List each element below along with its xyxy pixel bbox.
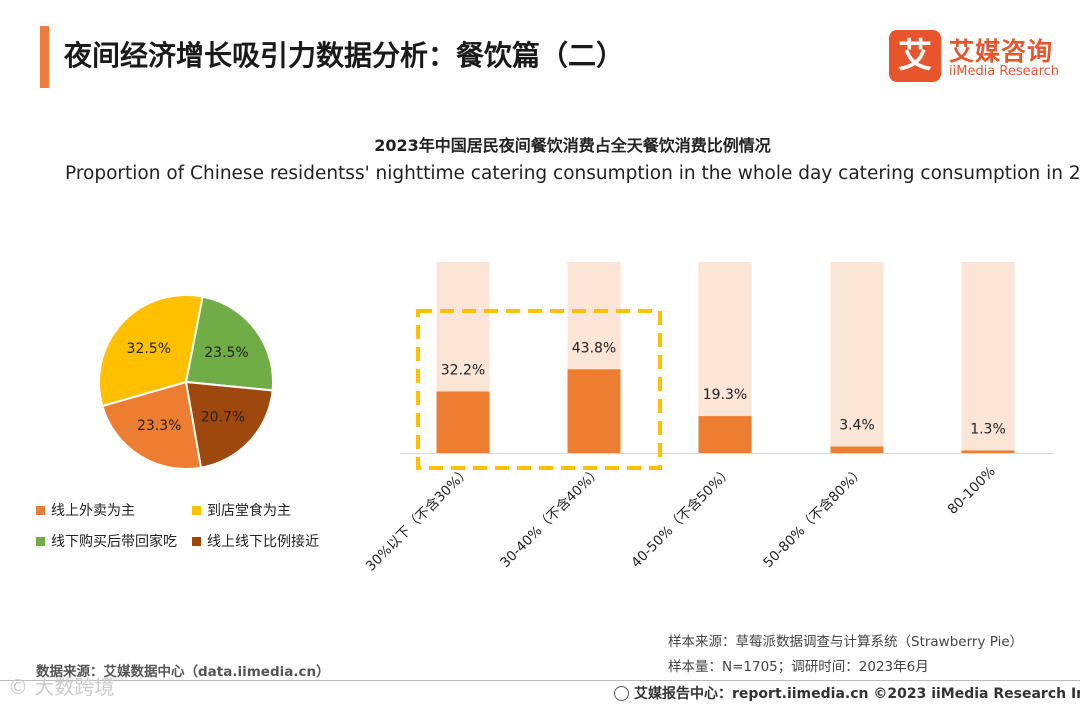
pie-slice [101,380,203,470]
sample-size-note: 样本量：N=1705；调研时间：2023年6月 [668,659,929,675]
legend-swatch [192,536,201,546]
bar [567,369,621,453]
legend-item: 线上外卖为主 [36,500,135,520]
pie-slice [184,380,274,469]
legend-item: 到店堂食为主 [192,500,291,520]
x-tick-label: 30%以下（不含30%） [363,464,474,575]
bar-data-label: 3.4% [839,418,875,434]
title-accent-bar [40,26,49,88]
legend-swatch [36,505,45,515]
pie-slice-label: 23.3% [137,418,181,434]
bar-background [830,262,884,453]
pie-slice [98,294,204,408]
bar [830,446,884,453]
legend-swatch [36,536,45,546]
x-tick-label: 30-40%（不含40%） [497,464,605,572]
bar-data-label: 43.8% [572,340,616,356]
data-source-note: 数据来源：艾媒数据中心（data.iimedia.cn） [36,664,330,680]
pie-slice-label: 20.7% [201,409,245,425]
legend-swatch [192,505,201,515]
bar-background [961,262,1015,453]
legend-item: 线上线下比例接近 [192,531,319,551]
bar [961,450,1015,453]
pie-slice-label: 23.5% [204,345,248,361]
bar [436,391,490,453]
legend-item: 线下购买后带回家吃 [36,531,177,551]
bar-data-label: 19.3% [703,387,747,403]
chart-title-cn: 2023年中国居民夜间餐饮消费占全天餐饮消费比例情况 [374,136,771,155]
globe-icon [614,685,629,701]
bar-data-label: 1.3% [970,422,1006,438]
logo-text-cn: 艾媒咨询 [949,37,1054,66]
highlight-box [416,309,662,470]
watermark: © 大数跨境 [8,675,115,699]
x-tick-label: 50-80%（不含80%） [760,464,868,572]
x-tick-label: 80-100% [945,463,999,517]
report-center-footer: 艾媒报告中心：report.iimedia.cn ©2023 iiMedia R… [614,683,1080,703]
x-tick-label: 40-50%（不含50%） [628,464,736,572]
legend-label: 线上线下比例接近 [207,534,319,550]
brand-logo: 艾 艾媒咨询 iiMedia Research [889,30,1069,86]
footer-divider [0,680,1080,681]
legend-label: 线下购买后带回家吃 [51,534,177,550]
sample-source-note: 样本来源：草莓派数据调查与计算系统（Strawberry Pie） [668,634,1024,650]
chart-title-en: Proportion of Chinese residentss' nightt… [65,163,1080,184]
page-title: 夜间经济增长吸引力数据分析：餐饮篇（二） [64,39,625,72]
bar-data-label: 32.2% [441,363,485,379]
logo-text-en: iiMedia Research [949,64,1060,79]
logo-mark: 艾 [889,30,941,82]
report-center-text: 艾媒报告中心：report.iimedia.cn ©2023 iiMedia R… [634,686,1080,702]
legend-label: 线上外卖为主 [51,503,135,519]
bar [698,416,752,453]
pie-slice [184,295,274,392]
legend-label: 到店堂食为主 [207,503,291,519]
pie-slice-label: 32.5% [127,341,171,357]
